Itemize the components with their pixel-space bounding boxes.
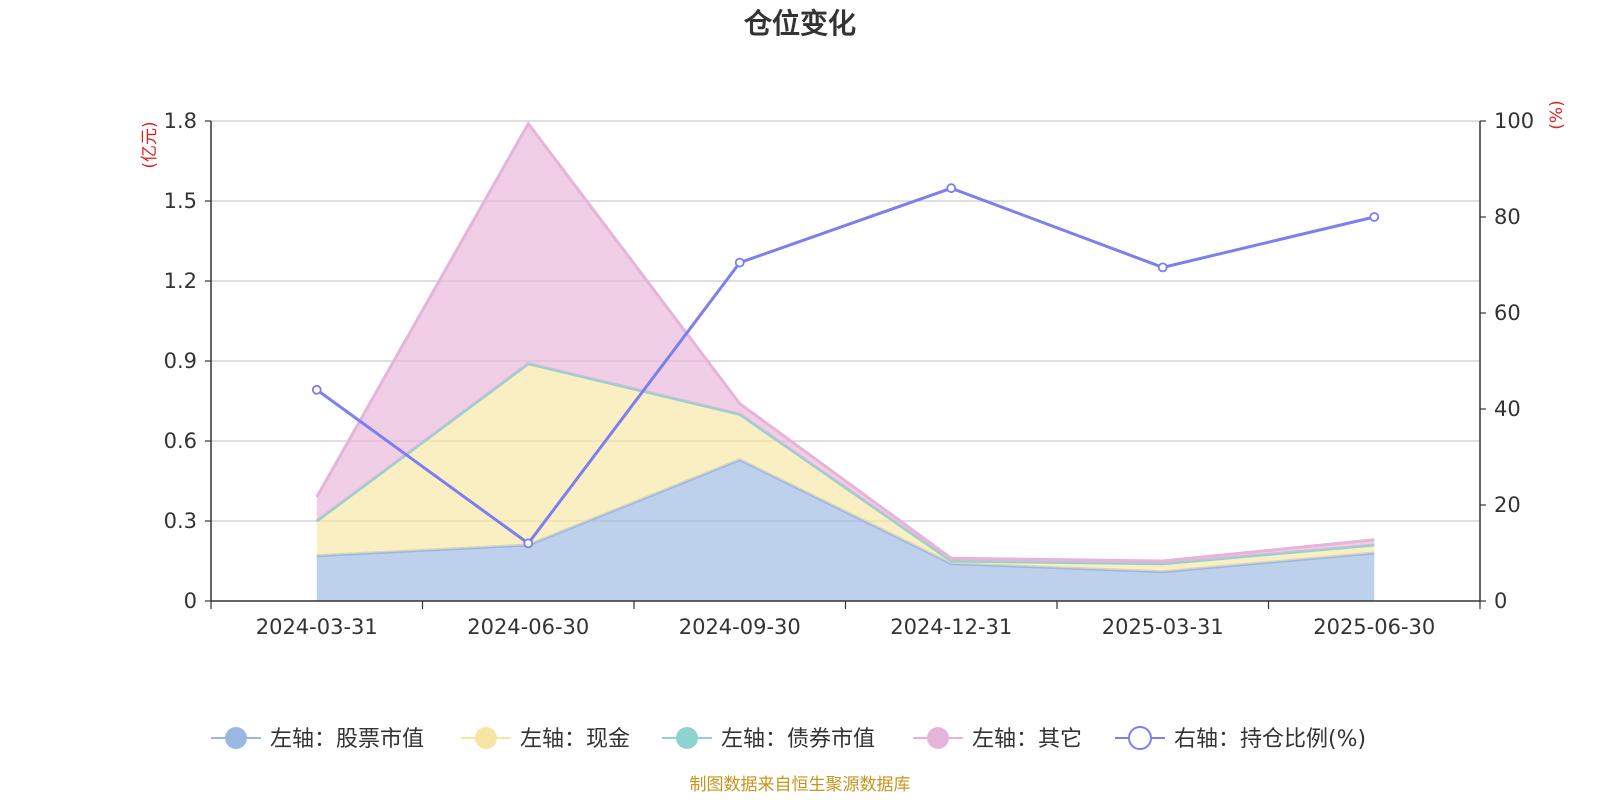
legend-marker-cash xyxy=(475,727,497,749)
legend-marker-stock xyxy=(225,727,247,749)
left-axis-tick-label: 1.2 xyxy=(164,269,197,293)
legend: 左轴：股票市值 左轴：现金 左轴：债券市值 左轴：其它 右轴：持仓比例(%) xyxy=(211,726,1366,752)
left-axis-tick-label: 0 xyxy=(184,589,197,613)
x-axis-tick-label: 2025-06-30 xyxy=(1313,615,1435,639)
area-cash xyxy=(316,363,1375,572)
area-edge-other xyxy=(315,120,1375,563)
x-axis-tick-label: 2024-03-31 xyxy=(256,615,378,639)
x-axis-tick-label: 2024-09-30 xyxy=(679,615,801,639)
data-source-note: 制图数据来自恒生聚源数据库 xyxy=(690,775,911,795)
ratio-point xyxy=(734,257,745,268)
right-axis-unit: (%) xyxy=(1547,100,1567,129)
x-axis-tick-label: 2024-12-31 xyxy=(890,615,1012,639)
right-axis-tick-label: 40 xyxy=(1494,397,1521,421)
legend-marker-ratio xyxy=(1128,726,1152,750)
right-axis-tick-label: 80 xyxy=(1494,205,1521,229)
ratio-point xyxy=(946,183,957,194)
legend-label-bond: 左轴：债券市值 xyxy=(721,727,875,752)
area-stock xyxy=(316,459,1375,601)
chart-title: 仓位变化 xyxy=(744,7,856,40)
ratio-line-series xyxy=(311,183,1380,549)
right-axis-tick-label: 0 xyxy=(1494,589,1507,613)
legend-label-ratio: 右轴：持仓比例(%) xyxy=(1174,727,1366,752)
left-axis-unit: (亿元) xyxy=(140,121,160,168)
legend-marker-other xyxy=(927,727,949,749)
right-axis-tick-label: 60 xyxy=(1494,301,1521,325)
legend-marker-bond xyxy=(676,727,698,749)
x-axis-tick-label: 2024-06-30 xyxy=(467,615,589,639)
right-axis-tick-label: 20 xyxy=(1494,493,1521,517)
ratio-point xyxy=(1369,212,1380,222)
legend-label-cash: 左轴：现金 xyxy=(520,727,630,752)
legend-label-stock: 左轴：股票市值 xyxy=(270,727,424,752)
axes: 0 0.3 0.6 0.9 1.2 1.5 1.8 0 20 40 60 80 100 2024-03-3… xyxy=(164,109,1535,639)
left-axis-tick-label: 0.6 xyxy=(164,429,197,453)
left-axis-tick-label: 0.9 xyxy=(164,349,197,373)
left-axis-tick-label: 0.3 xyxy=(164,509,197,533)
right-axis-tick-label: 100 xyxy=(1494,109,1534,133)
legend-label-other: 左轴：其它 xyxy=(972,727,1082,752)
ratio-point xyxy=(1157,262,1168,273)
x-axis-tick-label: 2025-03-31 xyxy=(1102,615,1224,639)
stacked-areas xyxy=(315,120,1375,601)
ratio-point xyxy=(311,384,322,395)
area-other xyxy=(316,123,1375,564)
left-axis-tick-label: 1.8 xyxy=(164,109,197,133)
left-axis-tick-label: 1.5 xyxy=(164,189,197,213)
ratio-point xyxy=(523,538,534,549)
ratio-line xyxy=(315,186,1375,546)
